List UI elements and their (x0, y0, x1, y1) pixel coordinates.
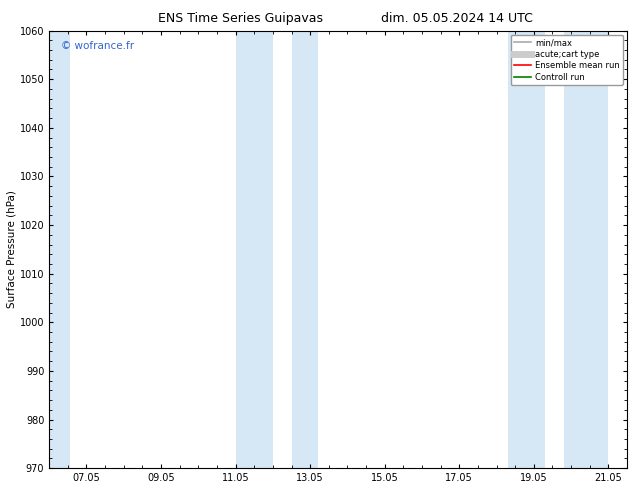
Text: dim. 05.05.2024 14 UTC: dim. 05.05.2024 14 UTC (380, 12, 533, 25)
Bar (49, 30, 70, 468)
Text: ENS Time Series Guipavas: ENS Time Series Guipavas (158, 12, 323, 25)
Text: © wofrance.fr: © wofrance.fr (61, 42, 134, 51)
Legend: min/max, acute;cart type, Ensemble mean run, Controll run: min/max, acute;cart type, Ensemble mean … (510, 35, 623, 85)
Bar (508, 30, 545, 468)
Y-axis label: Surface Pressure (hPa): Surface Pressure (hPa) (7, 191, 17, 308)
Bar (292, 30, 318, 468)
Bar (236, 30, 273, 468)
Bar (564, 30, 609, 468)
